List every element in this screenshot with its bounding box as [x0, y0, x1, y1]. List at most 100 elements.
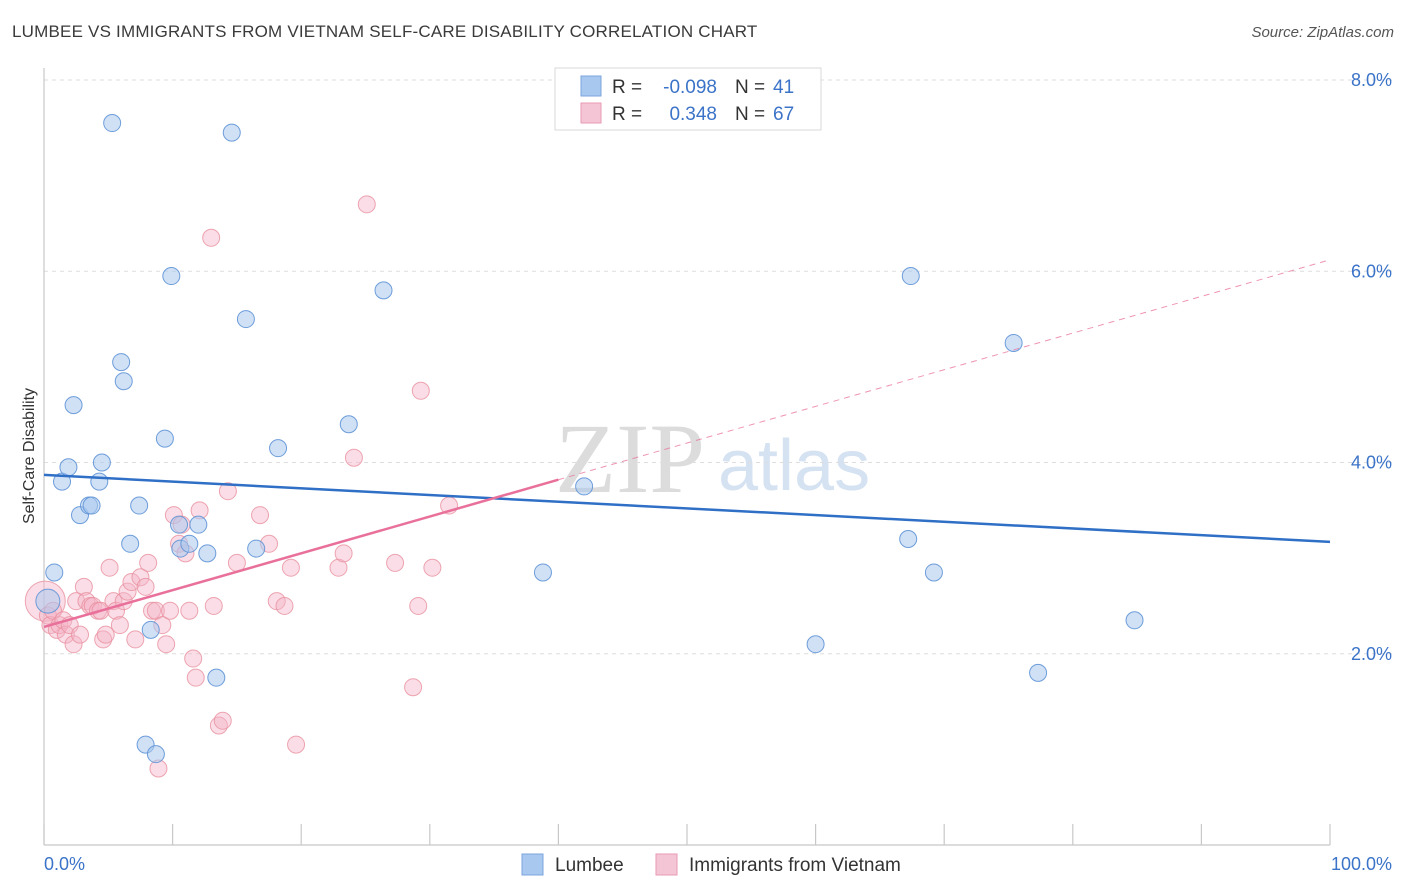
vietnam-point — [213, 711, 232, 730]
vietnam-point — [180, 601, 199, 620]
lumbee-point — [1125, 611, 1144, 630]
lumbee-point — [189, 515, 208, 534]
legend-n-value: 41 — [773, 77, 794, 98]
lumbee-point — [269, 439, 288, 458]
bottom-legend-label-lumbee: Lumbee — [555, 855, 624, 876]
lumbee-trend-line — [43, 473, 1331, 544]
lumbee-point — [130, 496, 149, 515]
lumbee-point — [112, 353, 131, 372]
legend-r-value: 0.348 — [669, 104, 717, 125]
vietnam-point — [74, 577, 93, 596]
lumbee-point — [121, 534, 140, 553]
lumbee-point — [247, 539, 266, 558]
vietnam-trend-line-extrapolated — [558, 259, 1331, 481]
lumbee-point — [899, 530, 918, 548]
vietnam-point — [287, 735, 306, 754]
bottom-legend-swatch-lumbee — [521, 853, 544, 876]
vietnam-point — [251, 506, 270, 525]
vietnam-point — [67, 592, 86, 611]
y-tick-label: 2.0% — [1351, 644, 1392, 664]
watermark: ZIP atlas — [555, 403, 870, 514]
vietnam-point — [96, 625, 115, 644]
bottom-legend-swatch-vietnam — [655, 853, 678, 876]
vietnam-point — [143, 601, 162, 620]
vietnam-point — [110, 616, 129, 635]
source-credit: Source: ZipAtlas.com — [1251, 24, 1394, 41]
vietnam-point — [126, 630, 145, 649]
lumbee-point — [92, 453, 111, 472]
vietnam-point — [131, 568, 150, 587]
vietnam-point — [329, 558, 348, 577]
vietnam-point — [281, 558, 300, 577]
vietnam-point — [161, 601, 180, 620]
y-tick-label: 4.0% — [1351, 453, 1392, 473]
vietnam-point — [423, 558, 442, 577]
vietnam-point — [386, 553, 405, 572]
watermark-atlas: atlas — [718, 426, 870, 506]
lumbee-point — [141, 620, 160, 639]
vietnam-point — [334, 544, 353, 563]
x-tick-label-min: 0.0% — [44, 854, 85, 874]
y-axis-label: Self-Care Disability — [21, 388, 38, 524]
correlation-legend: R = -0.098 N = 41 R = 0.348 N = 67 — [554, 67, 822, 131]
lumbee-point — [533, 563, 552, 582]
vietnam-point — [64, 635, 83, 654]
lumbee-point — [45, 563, 64, 582]
y-tick-label: 6.0% — [1351, 261, 1392, 281]
lumbee-point — [59, 458, 78, 477]
lumbee-point — [146, 745, 165, 764]
watermark-zip: ZIP — [555, 403, 705, 514]
lumbee-point — [155, 429, 174, 448]
lumbee-point — [575, 477, 594, 496]
lumbee-point — [82, 496, 101, 515]
vietnam-point — [186, 668, 205, 687]
lumbee-point — [162, 267, 181, 286]
vietnam-point — [136, 577, 155, 596]
x-tick-label-max: 100.0% — [1331, 854, 1392, 874]
lumbee-point — [339, 415, 358, 434]
vietnam-point — [404, 678, 423, 697]
legend-r-label: R = — [612, 104, 642, 125]
vietnam-point — [122, 573, 141, 592]
lumbee-point — [90, 472, 109, 491]
vietnam-point — [157, 635, 176, 654]
lumbee-point — [806, 635, 825, 654]
lumbee-point — [114, 372, 133, 391]
vietnam-point — [204, 596, 223, 615]
lumbee-point — [901, 267, 920, 286]
legend-n-value: 67 — [773, 104, 794, 125]
legend-swatch-lumbee — [580, 75, 602, 97]
chart-title: LUMBEE VS IMMIGRANTS FROM VIETNAM SELF-C… — [12, 22, 758, 41]
lumbee-point — [222, 123, 241, 142]
lumbee-point — [35, 588, 61, 614]
lumbee-point — [198, 544, 217, 563]
legend-swatch-vietnam — [580, 102, 602, 124]
lumbee-point — [170, 515, 189, 534]
vietnam-point — [411, 381, 430, 400]
lumbee-point — [236, 310, 255, 329]
lumbee-point — [207, 668, 226, 687]
vietnam-point — [184, 649, 203, 668]
legend-r-value: -0.098 — [663, 77, 717, 98]
vietnam-point — [409, 596, 428, 615]
vietnam-point — [118, 582, 137, 601]
lumbee-point — [924, 563, 943, 582]
grid-lines — [44, 79, 1392, 655]
vietnam-point — [218, 482, 237, 501]
vietnam-point — [94, 630, 113, 649]
lumbee-point — [374, 281, 393, 300]
legend-n-label: N = — [735, 77, 765, 98]
vietnam-trend-line — [43, 478, 559, 629]
vietnam-point — [275, 596, 294, 615]
x-ticks — [43, 824, 1331, 845]
vietnam-point — [100, 558, 119, 577]
vietnam-point — [202, 228, 221, 247]
lumbee-point — [1029, 663, 1048, 682]
legend-r-label: R = — [612, 77, 642, 98]
bottom-legend-label-vietnam: Immigrants from Vietnam — [689, 855, 901, 876]
vietnam-point — [139, 553, 158, 572]
series-legend: Lumbee Immigrants from Vietnam — [521, 853, 901, 876]
y-tick-label: 8.0% — [1351, 70, 1392, 90]
vietnam-point — [71, 625, 90, 644]
